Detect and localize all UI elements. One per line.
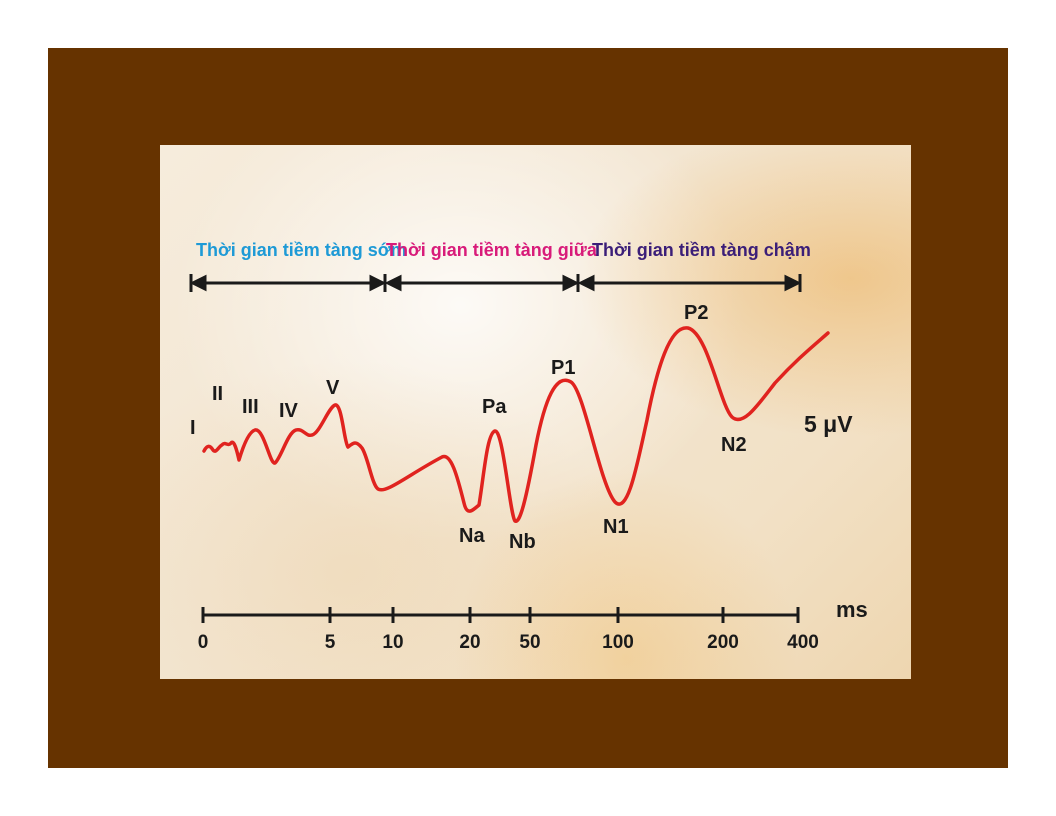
phase-range-middle xyxy=(384,274,580,292)
phase-label-early: Thời gian tiềm tàng sớm xyxy=(196,240,407,260)
axis-tick-label-100: 100 xyxy=(602,632,634,653)
axis-tick-label-400: 400 xyxy=(787,632,819,653)
axis-tick-label-0: 0 xyxy=(198,632,209,653)
axis-tick-label-10: 10 xyxy=(382,632,403,653)
peak-label-II: II xyxy=(212,383,223,405)
phase-range-early xyxy=(189,274,387,292)
amplitude-scale-label: 5 μV xyxy=(804,411,853,437)
phase-label-middle: Thời gian tiềm tàng giữa xyxy=(386,240,598,260)
phase-label-late: Thời gian tiềm tàng chậm xyxy=(592,240,811,260)
peak-label-N1: N1 xyxy=(603,516,629,538)
peak-label-Nb: Nb xyxy=(509,531,536,553)
peak-label-V: V xyxy=(326,377,340,399)
peak-label-N2: N2 xyxy=(721,434,747,456)
axis-tick-label-200: 200 xyxy=(707,632,739,653)
diagram-panel: Thời gian tiềm tàng sớm Thời gian tiềm t… xyxy=(160,145,911,679)
peak-label-III: III xyxy=(242,396,259,418)
peak-label-P2: P2 xyxy=(684,302,708,324)
waveform-trace xyxy=(202,326,830,523)
phase-range-late xyxy=(577,274,802,292)
peak-label-I: I xyxy=(190,417,196,439)
peak-label-Pa: Pa xyxy=(482,396,507,418)
peak-label-IV: IV xyxy=(279,400,299,422)
auditory-evoked-potential-diagram: Thời gian tiềm tàng sớm Thời gian tiềm t… xyxy=(189,240,868,653)
axis-tick-label-50: 50 xyxy=(519,632,540,653)
axis-tick-label-5: 5 xyxy=(325,632,336,653)
peak-label-P1: P1 xyxy=(551,357,575,379)
peak-label-Na: Na xyxy=(459,525,485,547)
time-axis xyxy=(201,607,800,623)
axis-tick-label-20: 20 xyxy=(459,632,480,653)
slide-frame: Thời gian tiềm tàng sớm Thời gian tiềm t… xyxy=(48,48,1008,768)
axis-unit-label: ms xyxy=(836,597,868,622)
